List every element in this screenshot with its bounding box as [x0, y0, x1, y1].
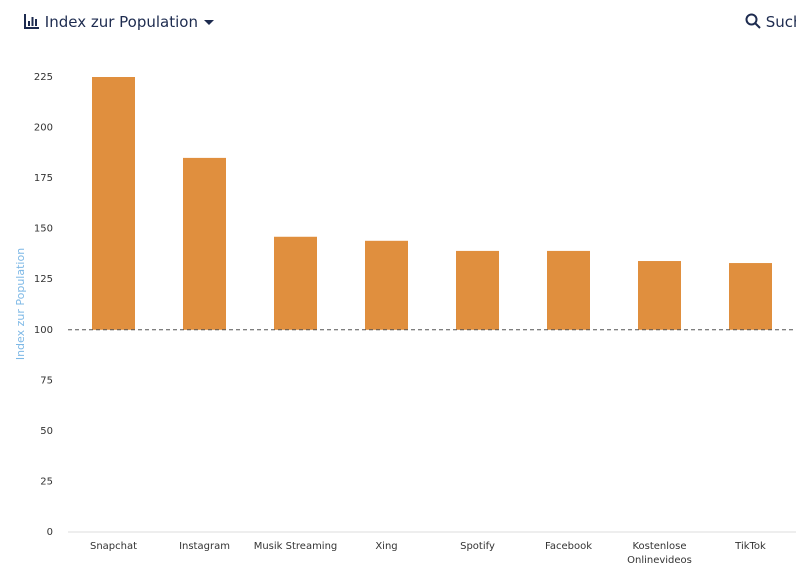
chart-icon	[24, 14, 39, 29]
y-axis-label: Index zur Population	[14, 248, 27, 360]
search-label: Such	[765, 13, 796, 31]
y-tick-label: 150	[34, 224, 53, 235]
x-tick-label: Facebook	[545, 541, 592, 552]
x-tick-label: Instagram	[179, 541, 230, 552]
metric-selector[interactable]: Index zur Population	[24, 13, 215, 31]
bar	[92, 77, 135, 330]
x-tick-label: Musik Streaming	[253, 541, 338, 552]
y-tick-label: 75	[40, 375, 53, 386]
bar	[729, 263, 772, 330]
bar	[638, 261, 681, 330]
x-tick-label: TikTok	[735, 541, 766, 552]
caret	[203, 20, 214, 25]
bar	[183, 157, 226, 330]
y-tick-label: 100	[34, 325, 53, 336]
bar	[365, 240, 408, 330]
x-tick-label: Spotify	[460, 541, 495, 552]
bar	[547, 250, 590, 330]
x-tick-label: Kostenlose Onlinevideos	[627, 541, 692, 566]
y-tick-label: 200	[34, 123, 53, 134]
bar	[456, 250, 499, 330]
y-tick-label: 125	[34, 274, 53, 285]
y-tick-label: 175	[34, 173, 53, 184]
search-icon	[745, 13, 761, 29]
bar	[274, 236, 317, 330]
x-tick-label: Xing	[375, 541, 398, 552]
y-tick-label: 25	[40, 476, 53, 487]
y-tick-label: 50	[40, 426, 53, 437]
y-tick-label: 0	[47, 527, 53, 538]
search[interactable]: Such	[745, 13, 796, 31]
x-tick-label: Snapchat	[89, 541, 138, 552]
metric-label: Index zur Population	[44, 13, 198, 31]
y-tick-label: 225	[34, 72, 53, 83]
